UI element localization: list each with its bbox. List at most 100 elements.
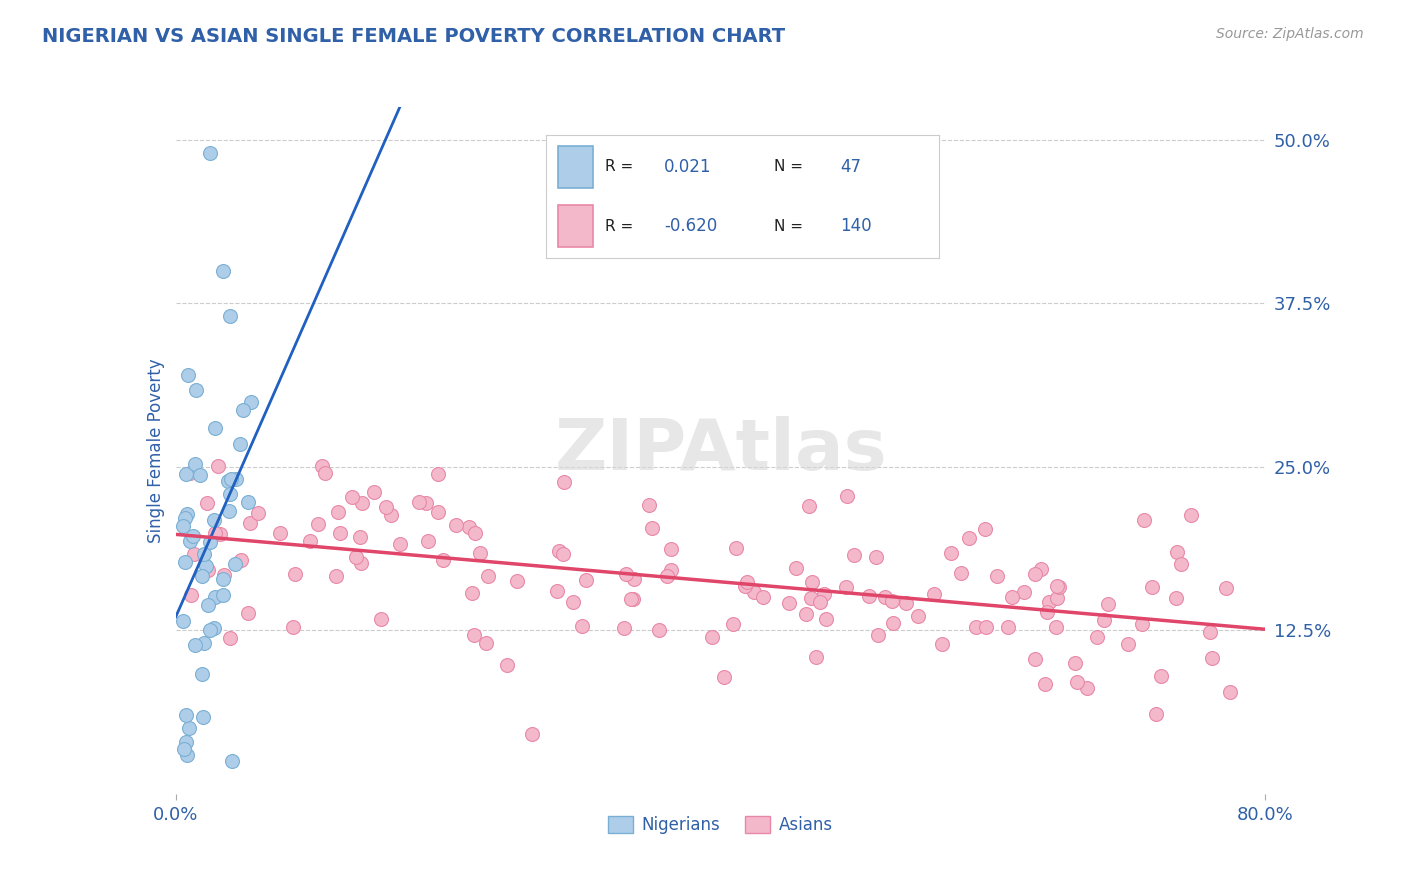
Point xyxy=(408,495,430,509)
Point xyxy=(204,590,226,604)
Point xyxy=(418,533,440,548)
Point xyxy=(197,598,219,612)
Point xyxy=(546,583,568,598)
Point xyxy=(1219,685,1241,699)
Point xyxy=(174,708,197,723)
Point xyxy=(813,587,835,601)
Point xyxy=(702,630,724,644)
Point xyxy=(865,549,887,564)
Point xyxy=(221,755,243,769)
Point xyxy=(326,505,349,519)
Point xyxy=(212,572,235,586)
Point xyxy=(1215,581,1237,595)
Text: Source: ZipAtlas.com: Source: ZipAtlas.com xyxy=(1216,27,1364,41)
Point xyxy=(207,459,229,474)
Point xyxy=(800,591,823,605)
Point xyxy=(217,474,239,488)
Point xyxy=(219,472,242,486)
Point xyxy=(204,421,226,435)
Point xyxy=(1024,567,1046,582)
Point xyxy=(778,596,800,610)
Point xyxy=(835,581,858,595)
Point xyxy=(202,621,225,635)
Point xyxy=(725,541,748,555)
Point xyxy=(907,608,929,623)
Point xyxy=(380,508,402,523)
Point xyxy=(389,537,412,551)
Point xyxy=(180,588,202,602)
Point xyxy=(941,546,963,560)
Point xyxy=(184,457,207,471)
Point xyxy=(794,607,817,621)
Point xyxy=(1024,651,1046,665)
Point xyxy=(868,628,890,642)
Point xyxy=(444,517,467,532)
Point xyxy=(1033,677,1056,691)
Point xyxy=(172,519,194,533)
Text: NIGERIAN VS ASIAN SINGLE FEMALE POVERTY CORRELATION CHART: NIGERIAN VS ASIAN SINGLE FEMALE POVERTY … xyxy=(42,27,786,45)
Point xyxy=(307,516,329,531)
Point xyxy=(219,310,242,324)
Point xyxy=(844,549,866,563)
Point xyxy=(742,584,765,599)
Point xyxy=(623,572,645,586)
Point xyxy=(173,741,195,756)
Point xyxy=(737,574,759,589)
Point xyxy=(785,561,807,575)
Point xyxy=(224,557,246,571)
Point xyxy=(1146,706,1168,721)
Point xyxy=(329,526,352,541)
Point xyxy=(198,535,221,549)
Point xyxy=(974,522,997,536)
Point xyxy=(614,566,637,581)
Point xyxy=(183,547,205,561)
Point xyxy=(620,591,643,606)
Point xyxy=(1076,681,1098,695)
Point xyxy=(808,595,831,609)
Point xyxy=(561,595,583,609)
Point xyxy=(239,395,262,409)
Point xyxy=(506,574,529,588)
Point xyxy=(613,621,636,635)
Point xyxy=(461,586,484,600)
Point xyxy=(1047,580,1070,594)
Point xyxy=(179,533,201,548)
Point xyxy=(214,567,236,582)
Point xyxy=(1199,625,1222,640)
Point xyxy=(202,513,225,527)
Point xyxy=(346,549,368,564)
Point xyxy=(882,594,904,608)
Point xyxy=(1038,595,1060,609)
Point xyxy=(986,569,1008,583)
Point xyxy=(641,521,664,535)
Point xyxy=(225,472,247,486)
Point xyxy=(363,485,385,500)
Point xyxy=(349,530,371,544)
Point xyxy=(212,588,235,602)
Point xyxy=(1180,508,1202,522)
Point xyxy=(858,589,880,603)
Point xyxy=(174,467,197,481)
Point xyxy=(236,495,259,509)
Point xyxy=(835,489,858,503)
Point xyxy=(195,496,218,510)
Point xyxy=(1046,579,1069,593)
Point xyxy=(209,526,232,541)
Point xyxy=(190,666,212,681)
Point xyxy=(1092,613,1115,627)
Point xyxy=(1164,591,1187,605)
Point xyxy=(1045,620,1067,634)
Point xyxy=(284,567,307,582)
Point xyxy=(522,727,544,741)
Point xyxy=(179,722,201,736)
Point xyxy=(873,590,896,604)
Point xyxy=(174,734,197,748)
Point xyxy=(176,507,198,521)
Point xyxy=(311,459,333,474)
Point xyxy=(193,547,215,561)
Point xyxy=(174,511,197,525)
Point xyxy=(298,533,321,548)
Point xyxy=(997,620,1019,634)
Point xyxy=(965,620,987,634)
Point xyxy=(219,486,242,500)
